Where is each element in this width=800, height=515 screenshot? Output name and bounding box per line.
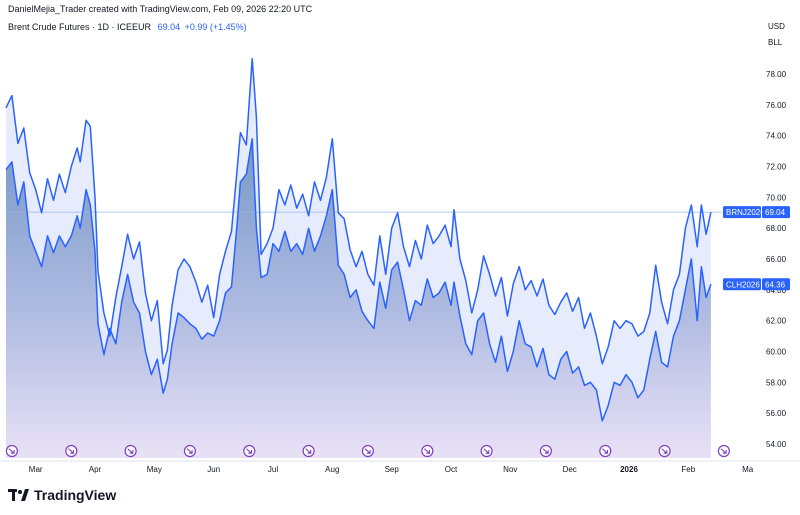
currency-label[interactable]: USD [768, 22, 785, 31]
y-tick-label: 70.00 [766, 193, 787, 202]
y-tick-label: 60.00 [766, 348, 787, 357]
x-tick-label: 2026 [620, 465, 638, 474]
time-axis: Mar Apr May Jun Jul Aug Sep Oct Nov Dec 2026 Feb Ma [0, 461, 800, 474]
event-marker-icon[interactable] [659, 446, 670, 457]
tradingview-logo[interactable]: TradingView [8, 487, 116, 503]
tradingview-logo-icon [8, 488, 30, 502]
y-tick-label: 58.00 [766, 378, 787, 387]
x-tick-label: Dec [563, 465, 577, 474]
y-tick-label: 78.00 [766, 70, 787, 79]
y-tick-label: 56.00 [766, 409, 787, 418]
x-tick-label: Mar [29, 465, 43, 474]
price-tag-brnj2026: BRNJ2026 69.04 [723, 206, 790, 218]
y-tick-label: 76.00 [766, 101, 787, 110]
x-tick-label: Ma [742, 465, 754, 474]
price-tag-symbol: CLH2026 [726, 280, 760, 289]
brand-name: TradingView [34, 487, 116, 503]
y-tick-label: 66.00 [766, 255, 787, 264]
event-marker-icon[interactable] [481, 446, 492, 457]
event-marker-icon[interactable] [600, 446, 611, 457]
chart-stage: 54.0056.0058.0060.0062.0064.0066.0068.00… [0, 0, 800, 515]
symbol-title: Brent Crude Futures · 1D · ICEEUR [8, 22, 151, 32]
event-marker-icon[interactable] [66, 446, 77, 457]
unit-label: BLL [768, 38, 782, 47]
x-tick-label: Oct [445, 465, 458, 474]
x-tick-label: Feb [681, 465, 695, 474]
x-tick-label: Jun [207, 465, 220, 474]
y-tick-label: 74.00 [766, 132, 787, 141]
price-tag-value: 69.04 [765, 208, 786, 217]
symbol-legend[interactable]: Brent Crude Futures · 1D · ICEEUR 69.04 … [8, 22, 247, 32]
x-tick-label: Sep [385, 465, 400, 474]
x-tick-label: Nov [503, 465, 517, 474]
y-tick-label: 62.00 [766, 317, 787, 326]
event-marker-icon[interactable] [6, 446, 17, 457]
price-tag-clh2026: CLH2026 64.36 [723, 278, 790, 290]
event-marker-icon[interactable] [422, 446, 433, 457]
price-axis: 54.0056.0058.0060.0062.0064.0066.0068.00… [766, 70, 787, 449]
event-marker-icon[interactable] [362, 446, 373, 457]
event-marker-icon[interactable] [184, 446, 195, 457]
x-tick-label: Apr [89, 465, 102, 474]
event-marker-icon[interactable] [303, 446, 314, 457]
event-marker-icon[interactable] [718, 446, 729, 457]
y-tick-label: 54.00 [766, 440, 787, 449]
last-value: 69.04 [158, 22, 181, 32]
price-tag-symbol: BRNJ2026 [726, 208, 765, 217]
event-marker-icon[interactable] [125, 446, 136, 457]
price-tag-value: 64.36 [765, 280, 786, 289]
y-tick-label: 72.00 [766, 163, 787, 172]
x-tick-label: Aug [325, 465, 339, 474]
x-tick-label: Jul [268, 465, 278, 474]
price-chart[interactable]: 54.0056.0058.0060.0062.0064.0066.0068.00… [0, 0, 800, 515]
event-marker-icon[interactable] [244, 446, 255, 457]
chart-credit: DanielMejia_Trader created with TradingV… [8, 4, 312, 14]
event-marker-icon[interactable] [540, 446, 551, 457]
x-tick-label: May [147, 465, 162, 474]
y-tick-label: 68.00 [766, 224, 787, 233]
price-tags: BRNJ2026 69.04 CLH2026 64.36 [723, 206, 790, 290]
price-change: +0.99 (+1.45%) [185, 22, 247, 32]
